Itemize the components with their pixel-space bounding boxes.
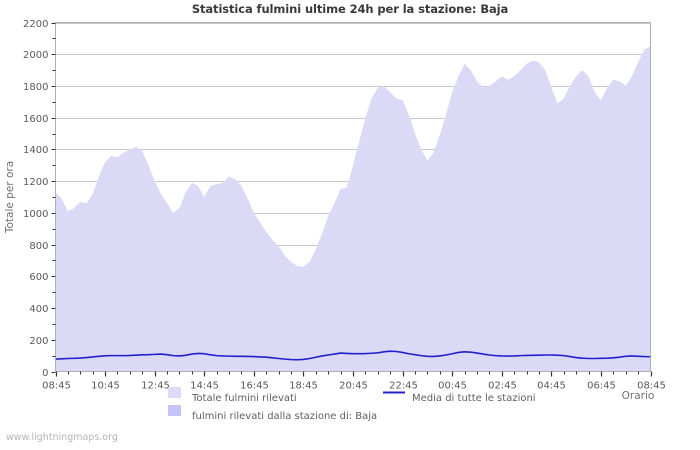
watermark-text: www.lightningmaps.org — [6, 432, 118, 443]
y-axis-ticks: 0 200 400 600 800 1000 1200 1400 1600 1800 2000 220… — [23, 19, 56, 379]
legend-label-1: Media di tutte le stazioni — [412, 393, 536, 404]
y-tick-label: 2200 — [23, 19, 48, 30]
legend-label-2: fulmini rilevati dalla stazione di: Baja — [192, 411, 377, 422]
x-axis-label: Orario — [622, 390, 655, 402]
area-series-0 — [55, 46, 651, 372]
y-tick-label: 1800 — [23, 82, 48, 93]
y-tick-label: 1200 — [23, 177, 48, 188]
legend-label-0: Totale fulmini rilevati — [191, 393, 297, 404]
x-axis-title: Orario — [622, 390, 655, 402]
y-tick-label: 2000 — [23, 50, 48, 61]
line-series-0 — [54, 350, 652, 361]
line-series-group — [54, 350, 652, 361]
y-axis-label: Totale per ora — [4, 161, 16, 234]
x-tick-label: 22:45 — [389, 381, 418, 392]
y-axis-title: Totale per ora — [4, 161, 16, 234]
x-tick-label: 14:45 — [190, 381, 219, 392]
x-tick-label: 08:45 — [637, 381, 666, 392]
y-tick-label: 1000 — [23, 209, 48, 220]
y-tick-label: 400 — [29, 304, 48, 315]
y-tick-label: 1400 — [23, 145, 48, 156]
y-tick-label: 800 — [29, 241, 48, 252]
x-tick-label: 04:45 — [537, 381, 566, 392]
x-tick-label: 20:45 — [339, 381, 368, 392]
page-title: Statistica fulmini ultime 24h per la sta… — [191, 2, 509, 16]
x-tick-label: 12:45 — [141, 381, 170, 392]
y-tick-label: 200 — [29, 336, 48, 347]
legend-swatch-2 — [168, 405, 181, 416]
x-tick-label: 00:45 — [438, 381, 467, 392]
x-tick-label: 02:45 — [488, 381, 517, 392]
chart-legend: Totale fulmini rilevati Media di tutte le… — [168, 387, 536, 422]
x-axis-ticks: 08:45 10:45 12:45 14:45 16:45 18:45 20:45 22:45… — [42, 371, 666, 392]
area-series-group — [55, 46, 651, 372]
y-tick-label: 0 — [42, 368, 48, 379]
x-tick-label: 10:45 — [91, 381, 120, 392]
x-tick-label: 08:45 — [42, 381, 71, 392]
x-tick-label: 06:45 — [587, 381, 616, 392]
y-tick-label: 1600 — [23, 114, 48, 125]
legend-swatch-0 — [168, 387, 181, 398]
y-tick-label: 600 — [29, 272, 48, 283]
x-tick-label: 18:45 — [289, 381, 318, 392]
x-tick-label: 16:45 — [240, 381, 269, 392]
